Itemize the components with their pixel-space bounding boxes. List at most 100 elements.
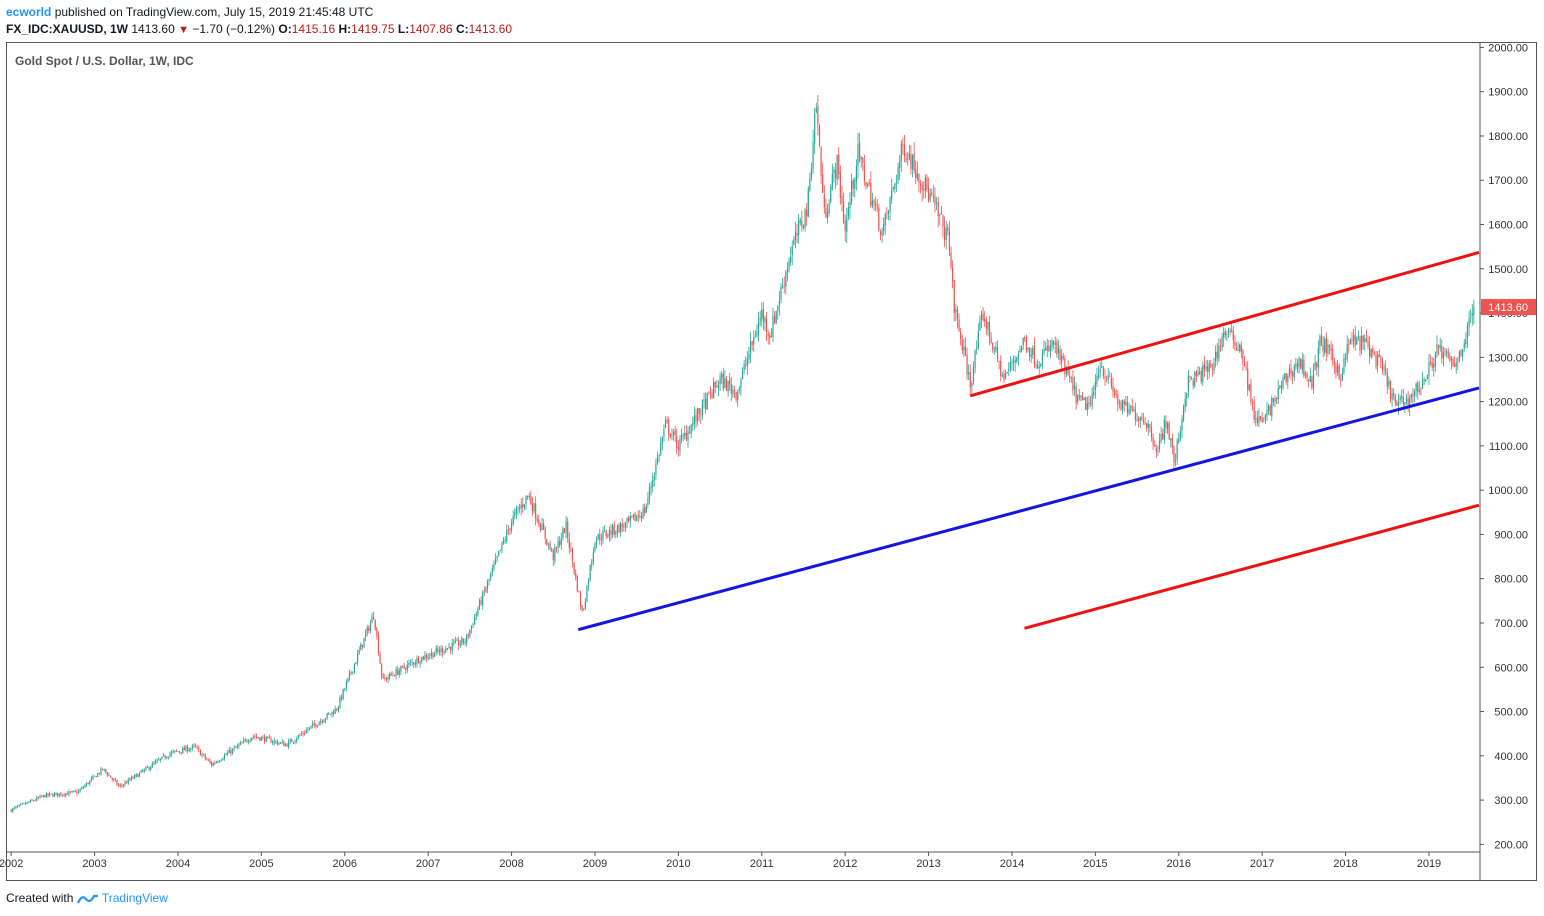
candle-body — [307, 729, 309, 731]
candle-body — [547, 543, 550, 545]
candle-body — [31, 799, 33, 801]
candle-body — [1367, 341, 1369, 346]
candle-body — [268, 736, 270, 739]
candle-body — [1322, 345, 1324, 352]
candle-body — [236, 745, 238, 748]
candle-body — [932, 195, 934, 198]
candle-body — [666, 419, 668, 422]
candle-body — [990, 337, 992, 343]
candle-body — [782, 285, 784, 288]
candle-body — [1070, 377, 1072, 379]
candle-body — [833, 169, 835, 174]
candle-body — [1051, 340, 1053, 347]
candle-body — [110, 775, 112, 778]
candle-body — [260, 737, 262, 741]
candle-body — [724, 378, 726, 388]
candle-body — [427, 657, 429, 659]
candle-body — [594, 543, 596, 552]
candle-body — [773, 316, 776, 324]
candle-body — [1166, 422, 1169, 429]
candle-body — [1285, 373, 1287, 382]
candle-body — [119, 785, 121, 786]
footer: Created with TradingView — [6, 891, 168, 905]
trend-line-upper-channel[interactable] — [969, 250, 1480, 398]
candle-body — [1085, 397, 1087, 410]
candle-body — [621, 524, 623, 527]
candle-body — [804, 208, 806, 228]
candle-body — [559, 541, 561, 546]
candle-body — [1243, 363, 1246, 366]
close-label: C: — [455, 22, 469, 36]
candle-body — [672, 431, 675, 435]
tradingview-brand[interactable]: TradingView — [101, 891, 168, 905]
candle-body — [324, 718, 327, 721]
candle-body — [875, 203, 877, 207]
candle-body — [1242, 350, 1244, 363]
candle-body — [36, 797, 38, 801]
candle-body — [174, 750, 176, 752]
candle-body — [138, 772, 141, 777]
candle-body — [259, 737, 261, 741]
candle-body — [652, 479, 654, 487]
candle-body — [947, 226, 949, 230]
candle-body — [1173, 446, 1175, 463]
candle-body — [1248, 384, 1250, 391]
candle-body — [844, 220, 846, 231]
candle-body — [1213, 362, 1215, 371]
candle-body — [1053, 340, 1055, 345]
candle-body — [143, 769, 145, 772]
candle-body — [818, 125, 821, 146]
candle-body — [761, 309, 763, 319]
candle-body — [887, 210, 890, 214]
candle-body — [871, 201, 874, 207]
candle-body — [1462, 349, 1464, 357]
candle-body — [101, 768, 104, 770]
candle-body — [1306, 373, 1308, 379]
candle-body — [122, 784, 125, 786]
candle-body — [1207, 366, 1209, 372]
candle-body — [644, 507, 646, 514]
candle-body — [555, 547, 558, 548]
trend-line-lower-channel[interactable] — [1024, 503, 1480, 630]
candle-body — [713, 382, 715, 398]
candle-body — [1155, 447, 1157, 452]
chart-frame[interactable] — [6, 42, 1537, 881]
candle-body — [1081, 395, 1084, 401]
candle-body — [496, 556, 498, 558]
candle-body — [655, 463, 657, 475]
candle-body — [466, 634, 468, 643]
candle-body — [448, 646, 450, 648]
candle-body — [515, 508, 517, 514]
high-value: 1419.75 — [351, 22, 395, 36]
trend-line-support[interactable] — [577, 386, 1480, 632]
candle-body — [344, 688, 346, 690]
candle-body — [1346, 344, 1348, 360]
candle-body — [170, 752, 173, 754]
candle-body — [918, 173, 920, 183]
author-link[interactable]: ecworld — [6, 5, 52, 19]
candle-body — [814, 114, 816, 144]
candle-body — [1425, 379, 1427, 382]
candle-body — [57, 792, 59, 796]
candle-body — [337, 706, 339, 711]
x-tick-label: 2006 — [333, 858, 357, 870]
candle-body — [283, 741, 285, 747]
candle-body — [1271, 397, 1273, 417]
y-tick-label: 800.00 — [1494, 574, 1528, 586]
candle-body — [90, 778, 92, 781]
candle-body — [142, 770, 144, 772]
candle-body — [523, 504, 525, 508]
candle-body — [108, 775, 110, 777]
candle-body — [1048, 346, 1050, 351]
candle-body — [228, 749, 230, 753]
candle-body — [23, 803, 25, 804]
candle-body — [21, 803, 23, 805]
candle-body — [445, 648, 447, 653]
candle-body — [1277, 387, 1279, 400]
last-price-badge — [1481, 299, 1536, 316]
y-tick-label: 600.00 — [1494, 662, 1528, 674]
candle-body — [1264, 415, 1266, 420]
x-tick-label: 2005 — [249, 858, 273, 870]
candle-body — [494, 558, 497, 564]
